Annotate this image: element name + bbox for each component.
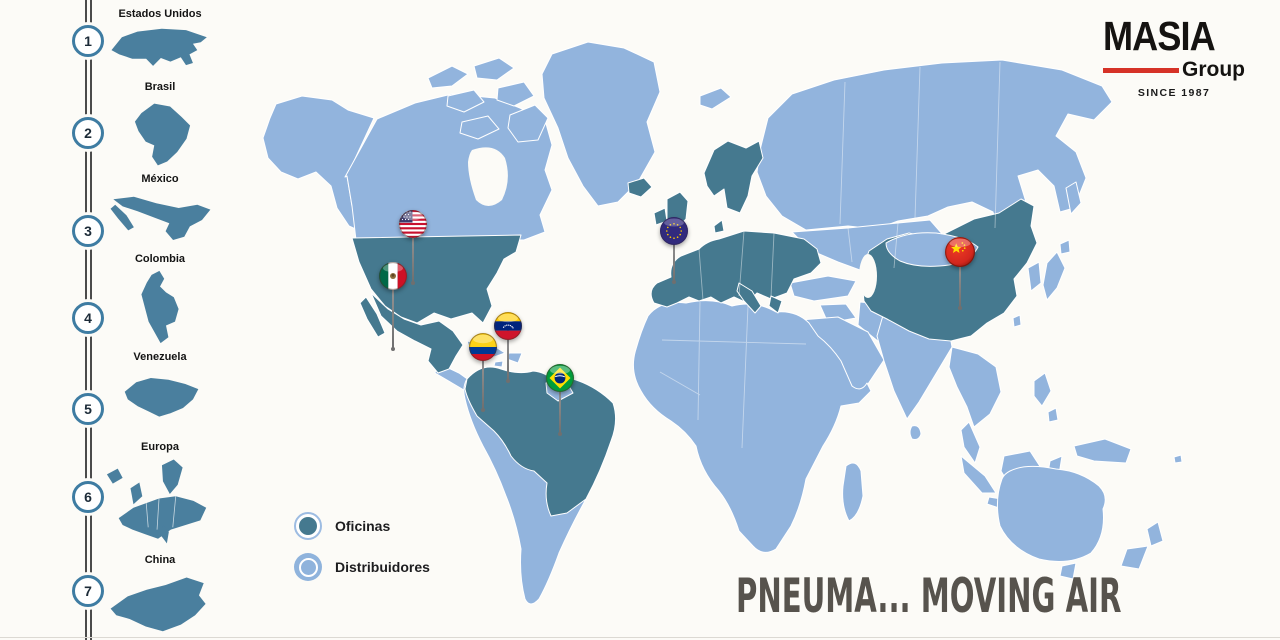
- map-canada: [344, 93, 553, 241]
- map-mexico: [370, 292, 464, 374]
- land-distributors-group: [262, 41, 1183, 605]
- pin-venezuela[interactable]: [494, 312, 522, 383]
- step-badge-5: 5: [72, 393, 104, 425]
- pin-europa[interactable]: [660, 217, 688, 284]
- brasil-flag-icon: [546, 364, 574, 392]
- logo-subtitle: Group: [1182, 58, 1245, 81]
- sidebar-item-estados-unidos: Estados Unidos: [96, 8, 224, 73]
- sidebar-item-label: China: [144, 554, 176, 566]
- legend-label: Oficinas: [335, 518, 391, 534]
- brasil-silhouette: [134, 103, 191, 166]
- pin-stick: [958, 252, 962, 310]
- map-italy: [736, 282, 762, 314]
- map-greenland: [541, 41, 661, 207]
- pin-usa[interactable]: [399, 210, 427, 285]
- map-madagascar: [842, 462, 864, 522]
- pin-colombia[interactable]: [469, 333, 497, 412]
- pin-mexico[interactable]: [379, 262, 407, 351]
- eu-flag-icon: [660, 217, 688, 245]
- pin-brasil[interactable]: [546, 364, 574, 436]
- pin-stick: [506, 326, 510, 383]
- legend-item-oficinas: Oficinas: [294, 512, 430, 540]
- usa-flag-icon: [399, 210, 427, 238]
- legend: Oficinas Distribuidores: [294, 512, 430, 594]
- step-badge-6: 6: [72, 481, 104, 513]
- sidebar-item-label: Brasil: [144, 81, 176, 93]
- pin-stick: [672, 231, 676, 284]
- pin-china[interactable]: [945, 237, 975, 310]
- step-badge-4: 4: [72, 302, 104, 334]
- pin-stick: [558, 378, 562, 436]
- logo-since: SINCE 1987: [1137, 87, 1211, 99]
- map-hudson-bay: [468, 147, 508, 206]
- map-turkey: [789, 275, 857, 302]
- sidebar-item-mexico: México: [96, 173, 224, 244]
- sidebar-item-brasil: Brasil: [96, 81, 224, 172]
- distribuidores-marker-icon: [294, 553, 322, 581]
- step-badge-7: 7: [72, 575, 104, 607]
- logo-red-bar: [1103, 67, 1179, 73]
- legend-label: Distribuidores: [335, 559, 430, 575]
- bottom-divider: [0, 637, 1280, 638]
- country-borders-group: [659, 61, 1001, 449]
- map-iceland: [627, 177, 653, 198]
- logo-title: MASIA: [1103, 13, 1216, 59]
- step-badge-1: 1: [72, 25, 104, 57]
- map-new-guinea: [1073, 438, 1132, 464]
- tagline: PNEUMA... MOVING AIR: [736, 569, 1122, 624]
- sidebar-item-colombia: Colombia: [96, 253, 224, 346]
- colombia-flag-icon: [469, 333, 497, 361]
- sidebar-item-label: Estados Unidos: [118, 8, 202, 20]
- map-colombia-venezuela-brasil: [464, 366, 617, 517]
- mexico-flag-icon: [379, 262, 407, 290]
- oficinas-marker-icon: [294, 512, 322, 540]
- pin-stick: [481, 347, 485, 412]
- sidebar-item-label: México: [141, 173, 179, 185]
- map-japan: [1042, 251, 1066, 301]
- mexico-silhouette: [110, 196, 211, 240]
- map-usa: [351, 234, 522, 324]
- map-africa: [632, 300, 872, 553]
- usa-silhouette: [111, 28, 207, 66]
- map-svalbard: [699, 87, 732, 110]
- map-scandinavia: [703, 140, 764, 214]
- map-alaska: [262, 95, 375, 233]
- colombia-silhouette: [141, 270, 179, 344]
- sidebar-item-europa: Europa: [96, 441, 224, 548]
- sidebar-item-label: Venezuela: [133, 351, 187, 363]
- china-flag-icon: [945, 237, 975, 267]
- china-silhouette: [110, 577, 206, 632]
- step-badge-3: 3: [72, 215, 104, 247]
- step-badge-2: 2: [72, 117, 104, 149]
- map-indochina: [948, 346, 1002, 428]
- venezuela-flag-icon: [494, 312, 522, 340]
- map-new-zealand: [1146, 521, 1164, 547]
- map-australia: [996, 465, 1106, 562]
- sidebar-item-china: China: [96, 554, 224, 635]
- legend-item-distribuidores: Distribuidores: [294, 553, 430, 581]
- pin-stick: [391, 276, 395, 351]
- venezuela-silhouette: [124, 378, 199, 417]
- sidebar-item-label: Europa: [141, 441, 179, 453]
- map-baja: [359, 296, 386, 338]
- map-korea: [1027, 261, 1042, 292]
- europa-silhouette: [106, 459, 207, 544]
- map-caspian-sea: [859, 254, 877, 298]
- sidebar-item-venezuela: Venezuela: [96, 351, 224, 426]
- masia-group-logo: MASIA Group SINCE 1987: [1103, 16, 1245, 99]
- map-russia: [756, 59, 1113, 231]
- pin-stick: [411, 224, 415, 285]
- sidebar-item-label: Colombia: [134, 253, 186, 265]
- map-china: [860, 198, 1038, 342]
